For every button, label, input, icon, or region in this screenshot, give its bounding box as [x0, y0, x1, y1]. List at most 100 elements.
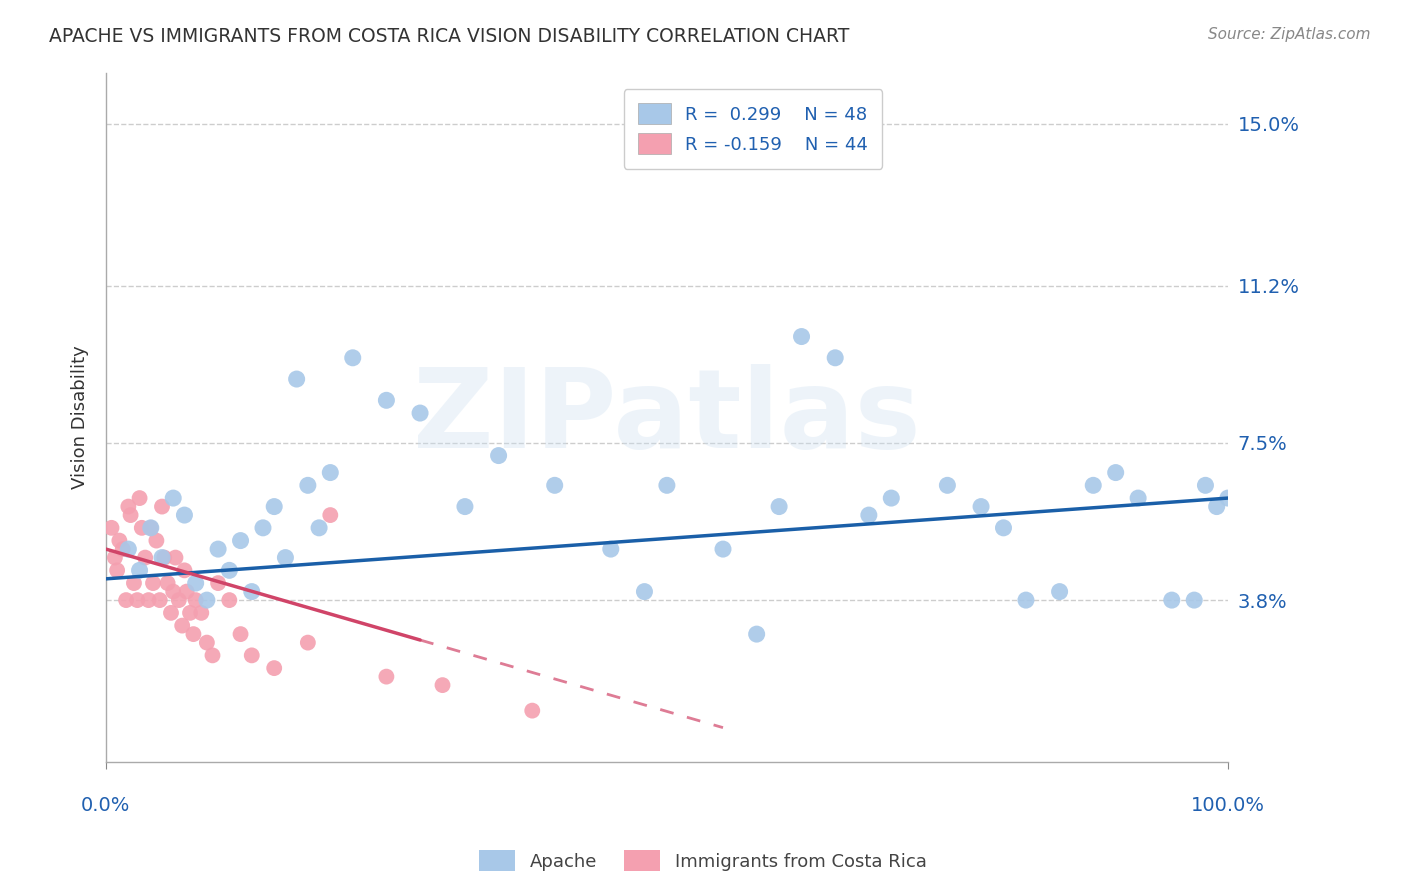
Point — [150, 550, 173, 565]
Point — [544, 478, 567, 492]
Point — [1194, 478, 1216, 492]
Point — [880, 491, 903, 505]
Point — [172, 618, 194, 632]
Point — [240, 584, 263, 599]
Point — [1205, 500, 1227, 514]
Point — [207, 542, 229, 557]
Point — [150, 500, 173, 514]
Point — [375, 393, 398, 408]
Y-axis label: Vision Disability: Vision Disability — [72, 345, 89, 489]
Point — [120, 508, 142, 522]
Text: 0.0%: 0.0% — [82, 796, 131, 814]
Point — [115, 593, 138, 607]
Point — [993, 521, 1015, 535]
Point — [1105, 466, 1128, 480]
Point — [1126, 491, 1149, 505]
Point — [218, 563, 240, 577]
Text: APACHE VS IMMIGRANTS FROM COSTA RICA VISION DISABILITY CORRELATION CHART: APACHE VS IMMIGRANTS FROM COSTA RICA VIS… — [49, 27, 849, 45]
Point — [138, 593, 160, 607]
Point — [824, 351, 846, 365]
Point — [1049, 584, 1071, 599]
Point — [375, 670, 398, 684]
Point — [165, 550, 187, 565]
Point — [190, 606, 212, 620]
Point — [342, 351, 364, 365]
Point — [195, 635, 218, 649]
Point — [145, 533, 167, 548]
Point — [297, 635, 319, 649]
Point — [1160, 593, 1182, 607]
Point — [240, 648, 263, 663]
Point — [1182, 593, 1205, 607]
Point — [117, 500, 139, 514]
Point — [176, 584, 198, 599]
Point — [131, 521, 153, 535]
Point — [104, 550, 127, 565]
Point — [184, 593, 207, 607]
Point — [167, 593, 190, 607]
Point — [128, 491, 150, 505]
Text: ZIPatlas: ZIPatlas — [413, 364, 921, 471]
Point — [522, 704, 544, 718]
Point — [149, 593, 172, 607]
Point — [173, 563, 195, 577]
Point — [768, 500, 790, 514]
Point — [263, 661, 285, 675]
Point — [134, 550, 156, 565]
Point — [229, 533, 252, 548]
Point — [711, 542, 734, 557]
Point — [409, 406, 432, 420]
Point — [297, 478, 319, 492]
Point — [432, 678, 454, 692]
Point — [454, 500, 477, 514]
Point — [201, 648, 224, 663]
Point — [100, 521, 122, 535]
Point — [488, 449, 510, 463]
Point — [183, 627, 205, 641]
Point — [156, 576, 179, 591]
Point — [160, 606, 183, 620]
Point — [111, 542, 134, 557]
Legend: Apache, Immigrants from Costa Rica: Apache, Immigrants from Costa Rica — [472, 843, 934, 879]
Point — [970, 500, 993, 514]
Point — [139, 521, 162, 535]
Point — [858, 508, 880, 522]
Point — [173, 508, 195, 522]
Point — [153, 550, 176, 565]
Point — [319, 508, 342, 522]
Text: Source: ZipAtlas.com: Source: ZipAtlas.com — [1208, 27, 1371, 42]
Point — [179, 606, 201, 620]
Point — [655, 478, 678, 492]
Legend: R =  0.299    N = 48, R = -0.159    N = 44: R = 0.299 N = 48, R = -0.159 N = 44 — [623, 89, 883, 169]
Point — [1083, 478, 1105, 492]
Point — [599, 542, 621, 557]
Point — [184, 576, 207, 591]
Point — [263, 500, 285, 514]
Point — [790, 329, 813, 343]
Point — [274, 550, 297, 565]
Point — [108, 533, 131, 548]
Point — [1015, 593, 1038, 607]
Point — [127, 593, 149, 607]
Point — [142, 576, 165, 591]
Point — [936, 478, 959, 492]
Point — [218, 593, 240, 607]
Point — [128, 563, 150, 577]
Point — [117, 542, 139, 557]
Point — [633, 584, 655, 599]
Point — [122, 576, 145, 591]
Point — [745, 627, 768, 641]
Point — [162, 491, 184, 505]
Point — [319, 466, 342, 480]
Point — [105, 563, 128, 577]
Point — [162, 584, 184, 599]
Point — [195, 593, 218, 607]
Point — [207, 576, 229, 591]
Point — [252, 521, 274, 535]
Text: 100.0%: 100.0% — [1191, 796, 1265, 814]
Point — [139, 521, 162, 535]
Point — [1216, 491, 1239, 505]
Point — [308, 521, 330, 535]
Point — [229, 627, 252, 641]
Point — [285, 372, 308, 386]
